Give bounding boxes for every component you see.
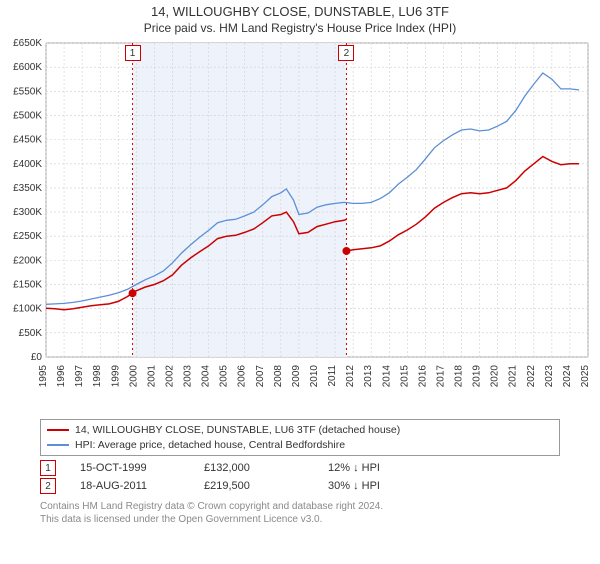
svg-text:2017: 2017 [435,365,446,388]
svg-text:2007: 2007 [255,365,266,388]
svg-text:2000: 2000 [128,365,139,388]
svg-text:2002: 2002 [164,365,175,388]
svg-text:2006: 2006 [237,365,248,388]
svg-text:£600K: £600K [13,62,42,73]
title-sub: Price paid vs. HM Land Registry's House … [0,21,600,35]
sale-price: £219,500 [204,480,304,492]
legend-swatch [47,444,69,446]
svg-text:2018: 2018 [454,365,465,388]
sale-marker-badge: 1 [125,45,141,61]
svg-text:2009: 2009 [291,365,302,388]
svg-text:2005: 2005 [219,365,230,388]
svg-text:2022: 2022 [526,365,537,388]
svg-text:£500K: £500K [13,110,42,121]
sale-price: £132,000 [204,462,304,474]
svg-text:£100K: £100K [13,304,42,315]
svg-text:£550K: £550K [13,86,42,97]
svg-text:2019: 2019 [472,365,483,388]
svg-text:1995: 1995 [38,365,49,388]
title-main: 14, WILLOUGHBY CLOSE, DUNSTABLE, LU6 3TF [0,4,600,19]
svg-text:£200K: £200K [13,255,42,266]
svg-text:2008: 2008 [273,365,284,388]
legend-row: HPI: Average price, detached house, Cent… [47,438,553,453]
svg-text:2012: 2012 [345,365,356,388]
legend-label: 14, WILLOUGHBY CLOSE, DUNSTABLE, LU6 3TF… [75,423,400,438]
svg-text:£0: £0 [31,352,43,363]
svg-text:£250K: £250K [13,231,42,242]
legend-swatch [47,429,69,431]
svg-text:2015: 2015 [399,365,410,388]
sale-badge: 2 [40,478,56,494]
svg-text:1996: 1996 [56,365,67,388]
sale-row: 1 15-OCT-1999 £132,000 12% ↓ HPI [40,460,560,476]
svg-text:2016: 2016 [417,365,428,388]
title-block: 14, WILLOUGHBY CLOSE, DUNSTABLE, LU6 3TF… [0,4,600,35]
svg-text:£50K: £50K [19,328,43,339]
footnote: Contains HM Land Registry data © Crown c… [40,500,560,526]
sale-date: 18-AUG-2011 [80,480,180,492]
sale-badge: 1 [40,460,56,476]
sale-date: 15-OCT-1999 [80,462,180,474]
svg-text:1999: 1999 [110,365,121,388]
svg-text:£450K: £450K [13,135,42,146]
sale-row: 2 18-AUG-2011 £219,500 30% ↓ HPI [40,478,560,494]
svg-text:1997: 1997 [74,365,85,388]
chart-container: £0 £50K £100K £150K £200K £250K £300K £350K £400… [0,35,600,415]
line-chart: £0 £50K £100K £150K £200K £250K £300K £350K £400… [0,35,600,415]
legend-label: HPI: Average price, detached house, Cent… [75,438,345,453]
svg-text:2014: 2014 [381,365,392,388]
footnote-line: Contains HM Land Registry data © Crown c… [40,500,560,513]
svg-text:2013: 2013 [363,365,374,388]
svg-text:£650K: £650K [13,38,42,49]
sale-delta: 12% ↓ HPI [328,462,428,474]
svg-text:£400K: £400K [13,159,42,170]
legend-row: 14, WILLOUGHBY CLOSE, DUNSTABLE, LU6 3TF… [47,423,553,438]
sale-delta: 30% ↓ HPI [328,480,428,492]
svg-text:£300K: £300K [13,207,42,218]
svg-text:2010: 2010 [309,365,320,388]
svg-text:1998: 1998 [92,365,103,388]
svg-text:2021: 2021 [508,365,519,388]
svg-text:2004: 2004 [201,365,212,388]
footnote-line: This data is licensed under the Open Gov… [40,513,560,526]
legend: 14, WILLOUGHBY CLOSE, DUNSTABLE, LU6 3TF… [40,419,560,456]
svg-text:£150K: £150K [13,280,42,291]
svg-text:2025: 2025 [580,365,591,388]
svg-text:2024: 2024 [562,365,573,388]
svg-text:2011: 2011 [327,365,338,387]
svg-text:2001: 2001 [146,365,157,388]
svg-text:2020: 2020 [490,365,501,388]
svg-text:2023: 2023 [544,365,555,388]
sales-table: 1 15-OCT-1999 £132,000 12% ↓ HPI 2 18-AUG-201… [40,460,560,494]
svg-text:2003: 2003 [183,365,194,388]
svg-text:£350K: £350K [13,183,42,194]
sale-marker-badge: 2 [338,45,354,61]
